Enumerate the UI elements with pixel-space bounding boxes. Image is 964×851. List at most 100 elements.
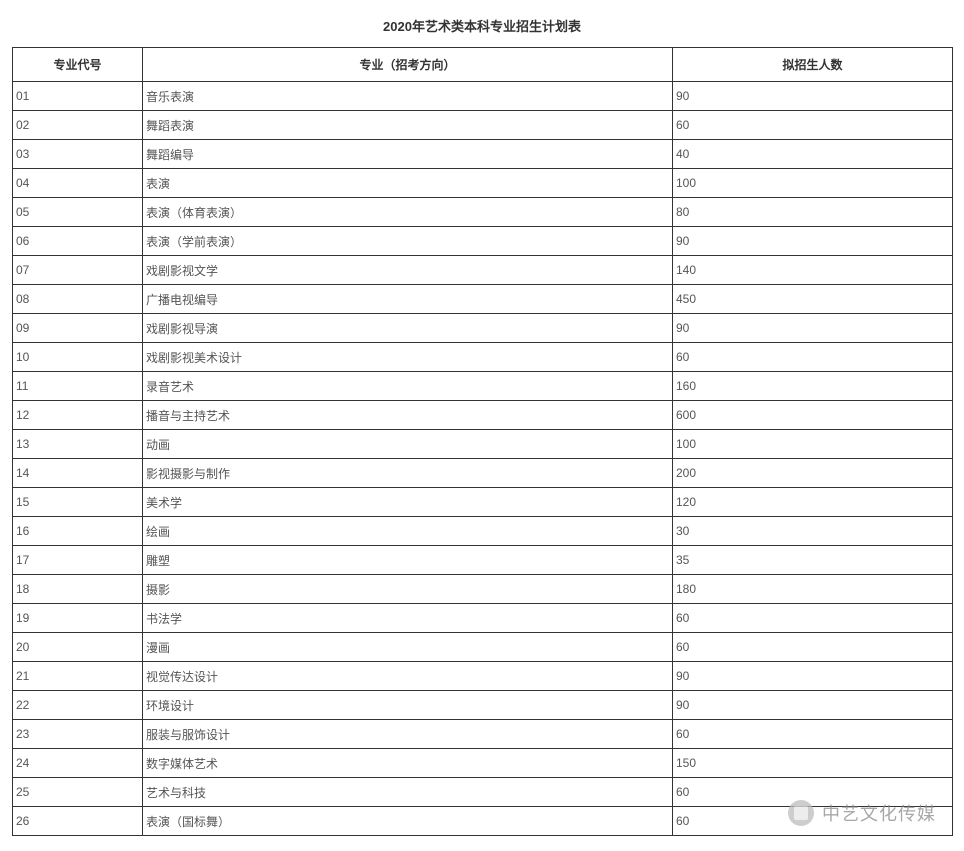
cell-code: 08 — [13, 285, 143, 314]
cell-plan: 90 — [673, 662, 953, 691]
cell-major: 雕塑 — [143, 546, 673, 575]
cell-code: 12 — [13, 401, 143, 430]
cell-major: 表演（国标舞） — [143, 807, 673, 836]
table-row: 16绘画30 — [13, 517, 953, 546]
cell-major: 视觉传达设计 — [143, 662, 673, 691]
table-row: 11录音艺术160 — [13, 372, 953, 401]
cell-code: 09 — [13, 314, 143, 343]
cell-major: 广播电视编导 — [143, 285, 673, 314]
cell-plan: 180 — [673, 575, 953, 604]
table-row: 14影视摄影与制作200 — [13, 459, 953, 488]
cell-code: 16 — [13, 517, 143, 546]
cell-major: 戏剧影视文学 — [143, 256, 673, 285]
cell-major: 表演（体育表演） — [143, 198, 673, 227]
cell-plan: 100 — [673, 430, 953, 459]
cell-code: 25 — [13, 778, 143, 807]
cell-major: 环境设计 — [143, 691, 673, 720]
cell-code: 26 — [13, 807, 143, 836]
cell-code: 21 — [13, 662, 143, 691]
cell-major: 戏剧影视美术设计 — [143, 343, 673, 372]
table-row: 24数字媒体艺术150 — [13, 749, 953, 778]
cell-plan: 30 — [673, 517, 953, 546]
col-header-major: 专业（招考方向） — [143, 48, 673, 82]
table-row: 10戏剧影视美术设计60 — [13, 343, 953, 372]
cell-major: 美术学 — [143, 488, 673, 517]
cell-plan: 120 — [673, 488, 953, 517]
cell-plan: 200 — [673, 459, 953, 488]
cell-code: 01 — [13, 82, 143, 111]
cell-code: 20 — [13, 633, 143, 662]
table-row: 22环境设计90 — [13, 691, 953, 720]
cell-code: 10 — [13, 343, 143, 372]
cell-major: 戏剧影视导演 — [143, 314, 673, 343]
cell-plan: 160 — [673, 372, 953, 401]
cell-major: 录音艺术 — [143, 372, 673, 401]
cell-code: 02 — [13, 111, 143, 140]
table-row: 09戏剧影视导演90 — [13, 314, 953, 343]
table-row: 19书法学60 — [13, 604, 953, 633]
table-row: 23服装与服饰设计60 — [13, 720, 953, 749]
cell-major: 绘画 — [143, 517, 673, 546]
cell-plan: 60 — [673, 343, 953, 372]
cell-code: 07 — [13, 256, 143, 285]
cell-code: 22 — [13, 691, 143, 720]
table-row: 18摄影180 — [13, 575, 953, 604]
table-row: 15美术学120 — [13, 488, 953, 517]
table-row: 08广播电视编导450 — [13, 285, 953, 314]
cell-major: 影视摄影与制作 — [143, 459, 673, 488]
cell-code: 13 — [13, 430, 143, 459]
cell-plan: 60 — [673, 778, 953, 807]
cell-plan: 60 — [673, 604, 953, 633]
table-row: 05表演（体育表演）80 — [13, 198, 953, 227]
cell-plan: 100 — [673, 169, 953, 198]
table-row: 25艺术与科技60 — [13, 778, 953, 807]
cell-code: 11 — [13, 372, 143, 401]
table-row: 03舞蹈编导40 — [13, 140, 953, 169]
cell-major: 舞蹈表演 — [143, 111, 673, 140]
enrollment-table: 专业代号 专业（招考方向） 拟招生人数 01音乐表演9002舞蹈表演6003舞蹈… — [12, 47, 953, 836]
cell-major: 服装与服饰设计 — [143, 720, 673, 749]
cell-major: 漫画 — [143, 633, 673, 662]
table-row: 26表演（国标舞）60 — [13, 807, 953, 836]
cell-major: 表演 — [143, 169, 673, 198]
cell-plan: 450 — [673, 285, 953, 314]
table-header-row: 专业代号 专业（招考方向） 拟招生人数 — [13, 48, 953, 82]
table-row: 20漫画60 — [13, 633, 953, 662]
cell-code: 05 — [13, 198, 143, 227]
cell-plan: 60 — [673, 111, 953, 140]
cell-code: 15 — [13, 488, 143, 517]
cell-code: 23 — [13, 720, 143, 749]
cell-code: 03 — [13, 140, 143, 169]
cell-code: 19 — [13, 604, 143, 633]
table-row: 13动画100 — [13, 430, 953, 459]
table-row: 12播音与主持艺术600 — [13, 401, 953, 430]
table-row: 21视觉传达设计90 — [13, 662, 953, 691]
table-row: 07戏剧影视文学140 — [13, 256, 953, 285]
cell-major: 音乐表演 — [143, 82, 673, 111]
table-row: 04表演100 — [13, 169, 953, 198]
cell-code: 18 — [13, 575, 143, 604]
cell-plan: 90 — [673, 691, 953, 720]
cell-major: 动画 — [143, 430, 673, 459]
page-title: 2020年艺术类本科专业招生计划表 — [12, 16, 952, 35]
cell-plan: 40 — [673, 140, 953, 169]
table-row: 02舞蹈表演60 — [13, 111, 953, 140]
cell-plan: 90 — [673, 82, 953, 111]
cell-major: 艺术与科技 — [143, 778, 673, 807]
cell-major: 摄影 — [143, 575, 673, 604]
cell-plan: 600 — [673, 401, 953, 430]
cell-major: 数字媒体艺术 — [143, 749, 673, 778]
cell-plan: 60 — [673, 720, 953, 749]
cell-major: 表演（学前表演） — [143, 227, 673, 256]
cell-plan: 150 — [673, 749, 953, 778]
cell-major: 书法学 — [143, 604, 673, 633]
col-header-plan: 拟招生人数 — [673, 48, 953, 82]
cell-plan: 90 — [673, 314, 953, 343]
cell-plan: 35 — [673, 546, 953, 575]
cell-code: 06 — [13, 227, 143, 256]
col-header-code: 专业代号 — [13, 48, 143, 82]
table-row: 01音乐表演90 — [13, 82, 953, 111]
cell-major: 舞蹈编导 — [143, 140, 673, 169]
cell-code: 17 — [13, 546, 143, 575]
cell-code: 04 — [13, 169, 143, 198]
